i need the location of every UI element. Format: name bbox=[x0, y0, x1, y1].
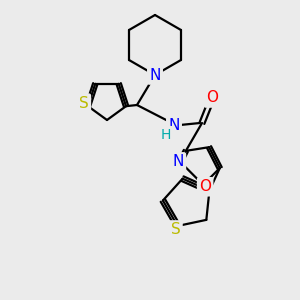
Text: N: N bbox=[149, 68, 161, 82]
Text: N: N bbox=[168, 118, 180, 133]
Text: N: N bbox=[172, 154, 184, 169]
Text: O: O bbox=[206, 91, 218, 106]
Text: S: S bbox=[171, 223, 181, 238]
Text: H: H bbox=[161, 128, 171, 142]
Text: S: S bbox=[79, 96, 89, 111]
Text: O: O bbox=[199, 179, 211, 194]
